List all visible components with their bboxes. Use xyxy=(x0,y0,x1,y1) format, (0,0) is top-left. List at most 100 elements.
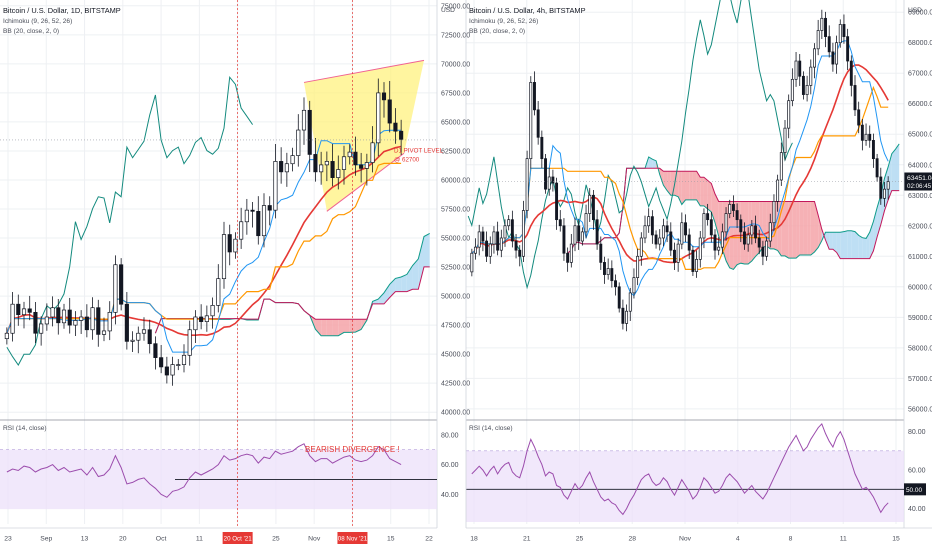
daily-pivot-annotation: @ 62700 xyxy=(394,157,420,164)
daily-chikou-span xyxy=(7,77,253,365)
fourhour-candle-body xyxy=(762,247,764,256)
daily-candle-body xyxy=(142,330,145,333)
daily-candle-body xyxy=(279,161,282,171)
daily-candle-body xyxy=(17,304,20,314)
fourhour-kumo-cloud-segment xyxy=(792,201,796,258)
fourhour-price-axis-label: 63000.00 xyxy=(908,193,932,200)
daily-candle-body xyxy=(39,324,42,333)
fourhour-candle-body xyxy=(640,238,642,256)
daily-time-axis-label: 23 xyxy=(4,536,12,543)
daily-candle-body xyxy=(394,123,397,131)
fourhour-candle-body xyxy=(592,195,594,219)
daily-time-axis-label: 13 xyxy=(81,536,89,543)
daily-candle-body xyxy=(359,165,362,168)
fourhour-candle-body xyxy=(777,180,779,201)
daily-rsi-title: RSI (14, close) xyxy=(3,425,47,432)
fourhour-candle-body xyxy=(530,82,532,158)
fourhour-candle-body xyxy=(500,238,502,250)
fourhour-candle-body xyxy=(589,195,591,213)
fourhour-kumo-cloud-segment xyxy=(671,171,675,195)
fourhour-candle-body xyxy=(699,238,701,259)
fourhour-kumo-cloud-segment xyxy=(851,231,855,259)
fourhour-candle-body xyxy=(574,226,576,244)
fourhour-kumo-cloud-segment xyxy=(848,231,852,259)
daily-candle-body xyxy=(165,367,168,375)
daily-indicator-label: Ichimoku (9, 26, 52, 26) xyxy=(3,18,72,25)
daily-candle-body xyxy=(45,317,48,324)
fourhour-candle-body xyxy=(511,220,513,241)
fourhour-candle-body xyxy=(743,232,745,244)
daily-candle-body xyxy=(68,310,71,325)
fourhour-time-axis-label: 8 xyxy=(789,536,793,543)
daily-candle-body xyxy=(365,163,368,169)
daily-candle-body xyxy=(291,156,294,164)
fourhour-candle-body xyxy=(471,253,473,272)
fourhour-candle-body xyxy=(813,49,815,67)
fourhour-candle-body xyxy=(629,293,631,311)
fourhour-candle-body xyxy=(754,226,756,238)
daily-candle-body xyxy=(177,365,180,366)
fourhour-price-axis-label: 65000.00 xyxy=(908,132,932,139)
daily-kumo-cloud-segment xyxy=(424,233,430,267)
fourhour-candle-body xyxy=(655,235,657,244)
daily-candle-body xyxy=(325,161,328,164)
daily-kumo-cloud-segment xyxy=(395,277,401,292)
fourhour-candle-body xyxy=(865,134,867,140)
fourhour-kumo-cloud-segment xyxy=(862,238,866,259)
fourhour-candle-body xyxy=(673,250,675,262)
fourhour-candle-body xyxy=(765,241,767,256)
fourhour-candle-body xyxy=(585,214,587,232)
fourhour-candle-body xyxy=(659,238,661,244)
fourhour-candle-body xyxy=(710,220,712,235)
fourhour-candle-body xyxy=(666,226,668,232)
daily-time-axis-label: 25 xyxy=(272,536,280,543)
fourhour-candle-body xyxy=(769,223,771,241)
fourhour-candle-body xyxy=(839,24,841,42)
daily-candle-body xyxy=(119,265,122,304)
fourhour-candle-body xyxy=(847,37,849,61)
fourhour-candle-body xyxy=(835,43,837,64)
daily-candle-body xyxy=(319,165,322,172)
fourhour-candle-body xyxy=(725,214,727,232)
fourhour-currency-label: USD xyxy=(908,7,922,14)
fourhour-candle-body xyxy=(607,268,609,274)
fourhour-candle-body xyxy=(519,250,521,256)
fourhour-kumo-cloud-segment xyxy=(708,180,712,212)
daily-candle-body xyxy=(297,130,300,156)
fourhour-price-axis-label: 56000.00 xyxy=(908,406,932,413)
fourhour-candle-body xyxy=(515,241,517,250)
fourhour-candle-body xyxy=(611,268,613,280)
fourhour-rsi-axis-label: 60.00 xyxy=(908,468,926,475)
daily-candle-body xyxy=(154,344,157,358)
daily-candle-body xyxy=(74,320,77,325)
fourhour-candle-body xyxy=(832,52,834,64)
fourhour-time-axis-label: 21 xyxy=(523,536,531,543)
fourhour-time-axis-label: 4 xyxy=(736,536,740,543)
fourhour-kumo-cloud-segment xyxy=(844,231,848,259)
fourhour-candle-body xyxy=(729,204,731,213)
fourhour-kumo-cloud-segment xyxy=(829,232,833,249)
daily-rsi-axis-label: 60.00 xyxy=(441,462,459,469)
fourhour-kumo-cloud-segment xyxy=(855,232,859,259)
daily-candle-body xyxy=(28,309,31,312)
fourhour-candle-body xyxy=(883,189,885,198)
daily-time-axis-label: Nov xyxy=(308,536,321,543)
fourhour-candle-body xyxy=(522,211,524,257)
daily-candle-body xyxy=(57,308,60,323)
fourhour-time-axis-label: 28 xyxy=(628,536,636,543)
fourhour-candle-body xyxy=(493,232,495,244)
daily-candle-body xyxy=(194,317,197,330)
fourhour-price-axis-label: 62000.00 xyxy=(908,223,932,230)
daily-time-axis-label: 22 xyxy=(425,536,433,543)
daily-date-marker-label: 20 Oct '21 xyxy=(224,536,253,543)
daily-candle-body xyxy=(274,161,277,210)
daily-currency-label: USD xyxy=(441,7,455,14)
fourhour-candle-body xyxy=(559,220,561,226)
fourhour-candle-body xyxy=(810,67,812,85)
fourhour-candle-body xyxy=(806,85,808,94)
daily-candle-body xyxy=(97,308,100,335)
daily-candle-body xyxy=(34,312,37,333)
fourhour-candle-body xyxy=(552,177,554,183)
daily-time-axis-label: Sep xyxy=(40,536,52,543)
fourhour-rsi-axis-label: 40.00 xyxy=(908,506,926,513)
